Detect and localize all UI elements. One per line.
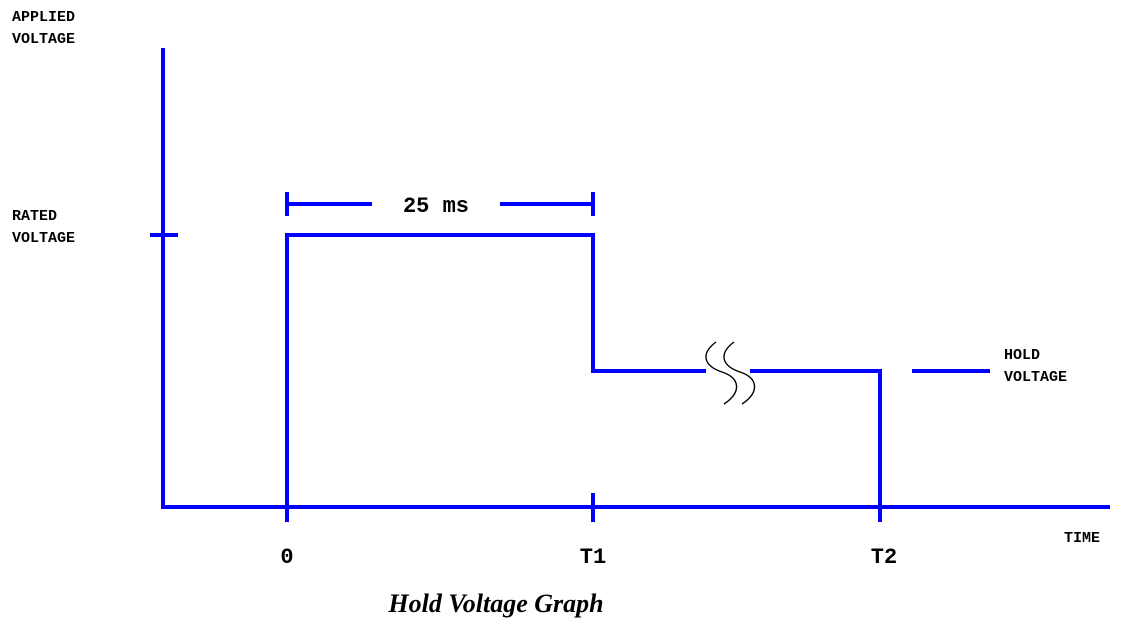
time-break-symbol bbox=[705, 341, 756, 405]
y-axis-label: APPLIED VOLTAGE bbox=[12, 9, 84, 48]
diagram-caption: Hold Voltage Graph bbox=[387, 589, 603, 618]
tick-label-t1: T1 bbox=[580, 545, 606, 570]
tick-label-0: 0 bbox=[280, 545, 293, 570]
x-axis-label: TIME bbox=[1064, 530, 1100, 547]
voltage-waveform bbox=[285, 233, 882, 507]
hold-voltage-label: HOLD VOLTAGE bbox=[1004, 347, 1067, 386]
duration-label: 25 ms bbox=[403, 194, 469, 219]
rated-voltage-label: RATED VOLTAGE bbox=[12, 208, 75, 247]
tick-label-t2: T2 bbox=[871, 545, 897, 570]
